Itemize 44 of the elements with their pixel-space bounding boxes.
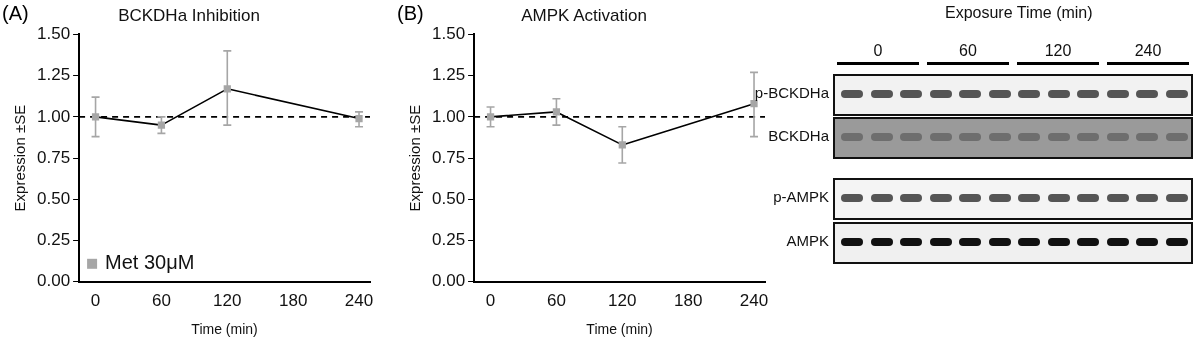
- chart-title: AMPK Activation: [521, 5, 647, 25]
- y-tick-label: 0.25: [431, 230, 466, 250]
- x-tick-label: 120: [608, 290, 637, 310]
- x-axis-title: Time (min): [191, 321, 258, 338]
- y-tick-label: 0.75: [36, 147, 71, 167]
- x-tick-label: 60: [151, 290, 171, 310]
- text: AMPK: [786, 232, 829, 249]
- text: 240: [1133, 42, 1163, 60]
- x-tick-label: 0: [485, 290, 496, 310]
- y-tick-label: 1.50: [431, 24, 466, 44]
- text: 60: [958, 42, 978, 60]
- y-tick-label: 0.00: [36, 271, 71, 291]
- y-tick-label: 0.50: [36, 189, 71, 209]
- y-axis-title: Expression ±SE: [11, 104, 29, 212]
- x-tick-label: 60: [546, 290, 566, 310]
- y-tick-label: 1.25: [36, 65, 71, 85]
- text: 0: [872, 42, 884, 60]
- y-tick-label: 1.50: [36, 24, 71, 44]
- y-tick-label: 1.00: [431, 106, 466, 126]
- y-tick-label: 0.75: [431, 147, 466, 167]
- text: p-AMPK: [773, 188, 829, 205]
- text: (B): [397, 2, 424, 25]
- y-tick-label: 1.25: [431, 65, 466, 85]
- x-tick-label: 180: [673, 290, 703, 310]
- x-tick-label: 120: [213, 290, 242, 310]
- point: [552, 108, 561, 116]
- text: (A): [2, 2, 29, 25]
- text: 120: [1043, 42, 1073, 60]
- y-tick-label: 0.50: [431, 189, 466, 209]
- annotation: p-BCKDHa: [754, 84, 829, 101]
- x-tick-label: 240: [344, 290, 374, 310]
- x-axis-title: Time (min): [586, 321, 653, 338]
- y-tick-label: 0.25: [36, 230, 71, 250]
- text: Exposure Time (min): [945, 4, 1093, 22]
- text: BCKDHa: [768, 127, 829, 144]
- x-tick-label: 240: [739, 290, 769, 310]
- y-tick-label: 1.00: [36, 106, 71, 126]
- x-tick-label: 180: [278, 290, 308, 310]
- chart-title: BCKDHa Inhibition: [118, 5, 260, 25]
- y-axis-title: Expression ±SE: [406, 104, 424, 212]
- x-tick-label: 0: [90, 290, 101, 310]
- y-tick-label: 0.00: [431, 271, 466, 291]
- legend-label: Met 30μM: [105, 251, 195, 274]
- point: [157, 121, 166, 129]
